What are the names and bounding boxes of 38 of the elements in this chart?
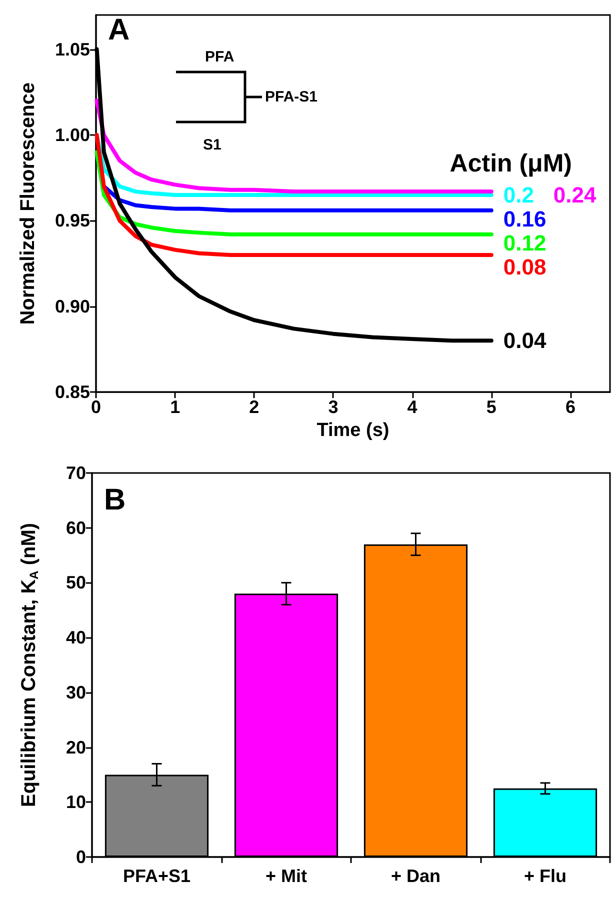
x-axis-title: Time (s) xyxy=(316,420,390,441)
annotation: B xyxy=(104,484,126,516)
y-tick-label: 10 xyxy=(66,792,86,812)
annotation: A xyxy=(108,14,130,46)
x-tick-label: 1 xyxy=(170,397,180,418)
annotation: PFA-S1 xyxy=(265,88,318,106)
y-tick-label: 0.95 xyxy=(54,210,90,231)
y-tick-label: 1.00 xyxy=(54,124,90,145)
x-tick-label: 4 xyxy=(407,397,418,418)
y-tick-label: 0 xyxy=(76,847,86,867)
series-label: 0.16 xyxy=(503,206,546,232)
x-tick-label: + Flu xyxy=(524,866,567,886)
series-label: 0.2 xyxy=(503,182,534,208)
x-tick-label: 2 xyxy=(249,397,260,418)
y-tick-label: 50 xyxy=(66,572,86,593)
y-tick-label: 40 xyxy=(66,628,86,648)
y-axis-title: Normalized Fluorescence xyxy=(17,82,39,325)
y-tick-label: 70 xyxy=(66,463,86,483)
series-label: 0.12 xyxy=(503,230,546,256)
x-tick-label: + Dan xyxy=(390,866,441,886)
x-tick-label: PFA+S1 xyxy=(122,866,191,886)
legend-title: Actin (μM) xyxy=(450,149,572,178)
x-tick-label: 5 xyxy=(486,397,496,418)
y-axis-title: Equilibrium Constant, KA (nM) xyxy=(18,522,41,808)
y-tick-label: 20 xyxy=(66,737,86,758)
y-tick-label: 0.90 xyxy=(54,296,90,316)
x-tick-label: 6 xyxy=(565,397,576,418)
y-tick-label: 30 xyxy=(66,682,86,702)
x-tick-label: + Mit xyxy=(265,866,308,886)
series-label: 0.08 xyxy=(503,254,546,280)
y-tick-label: 1.05 xyxy=(54,39,90,60)
y-tick-label: 60 xyxy=(66,518,86,538)
annotation: S1 xyxy=(203,136,222,154)
y-tick-label: 0.85 xyxy=(54,382,90,402)
x-tick-label: 3 xyxy=(328,397,338,418)
annotation: PFA xyxy=(205,48,234,66)
text: 0.24 xyxy=(553,182,597,208)
series-label: 0.04 xyxy=(503,328,547,354)
